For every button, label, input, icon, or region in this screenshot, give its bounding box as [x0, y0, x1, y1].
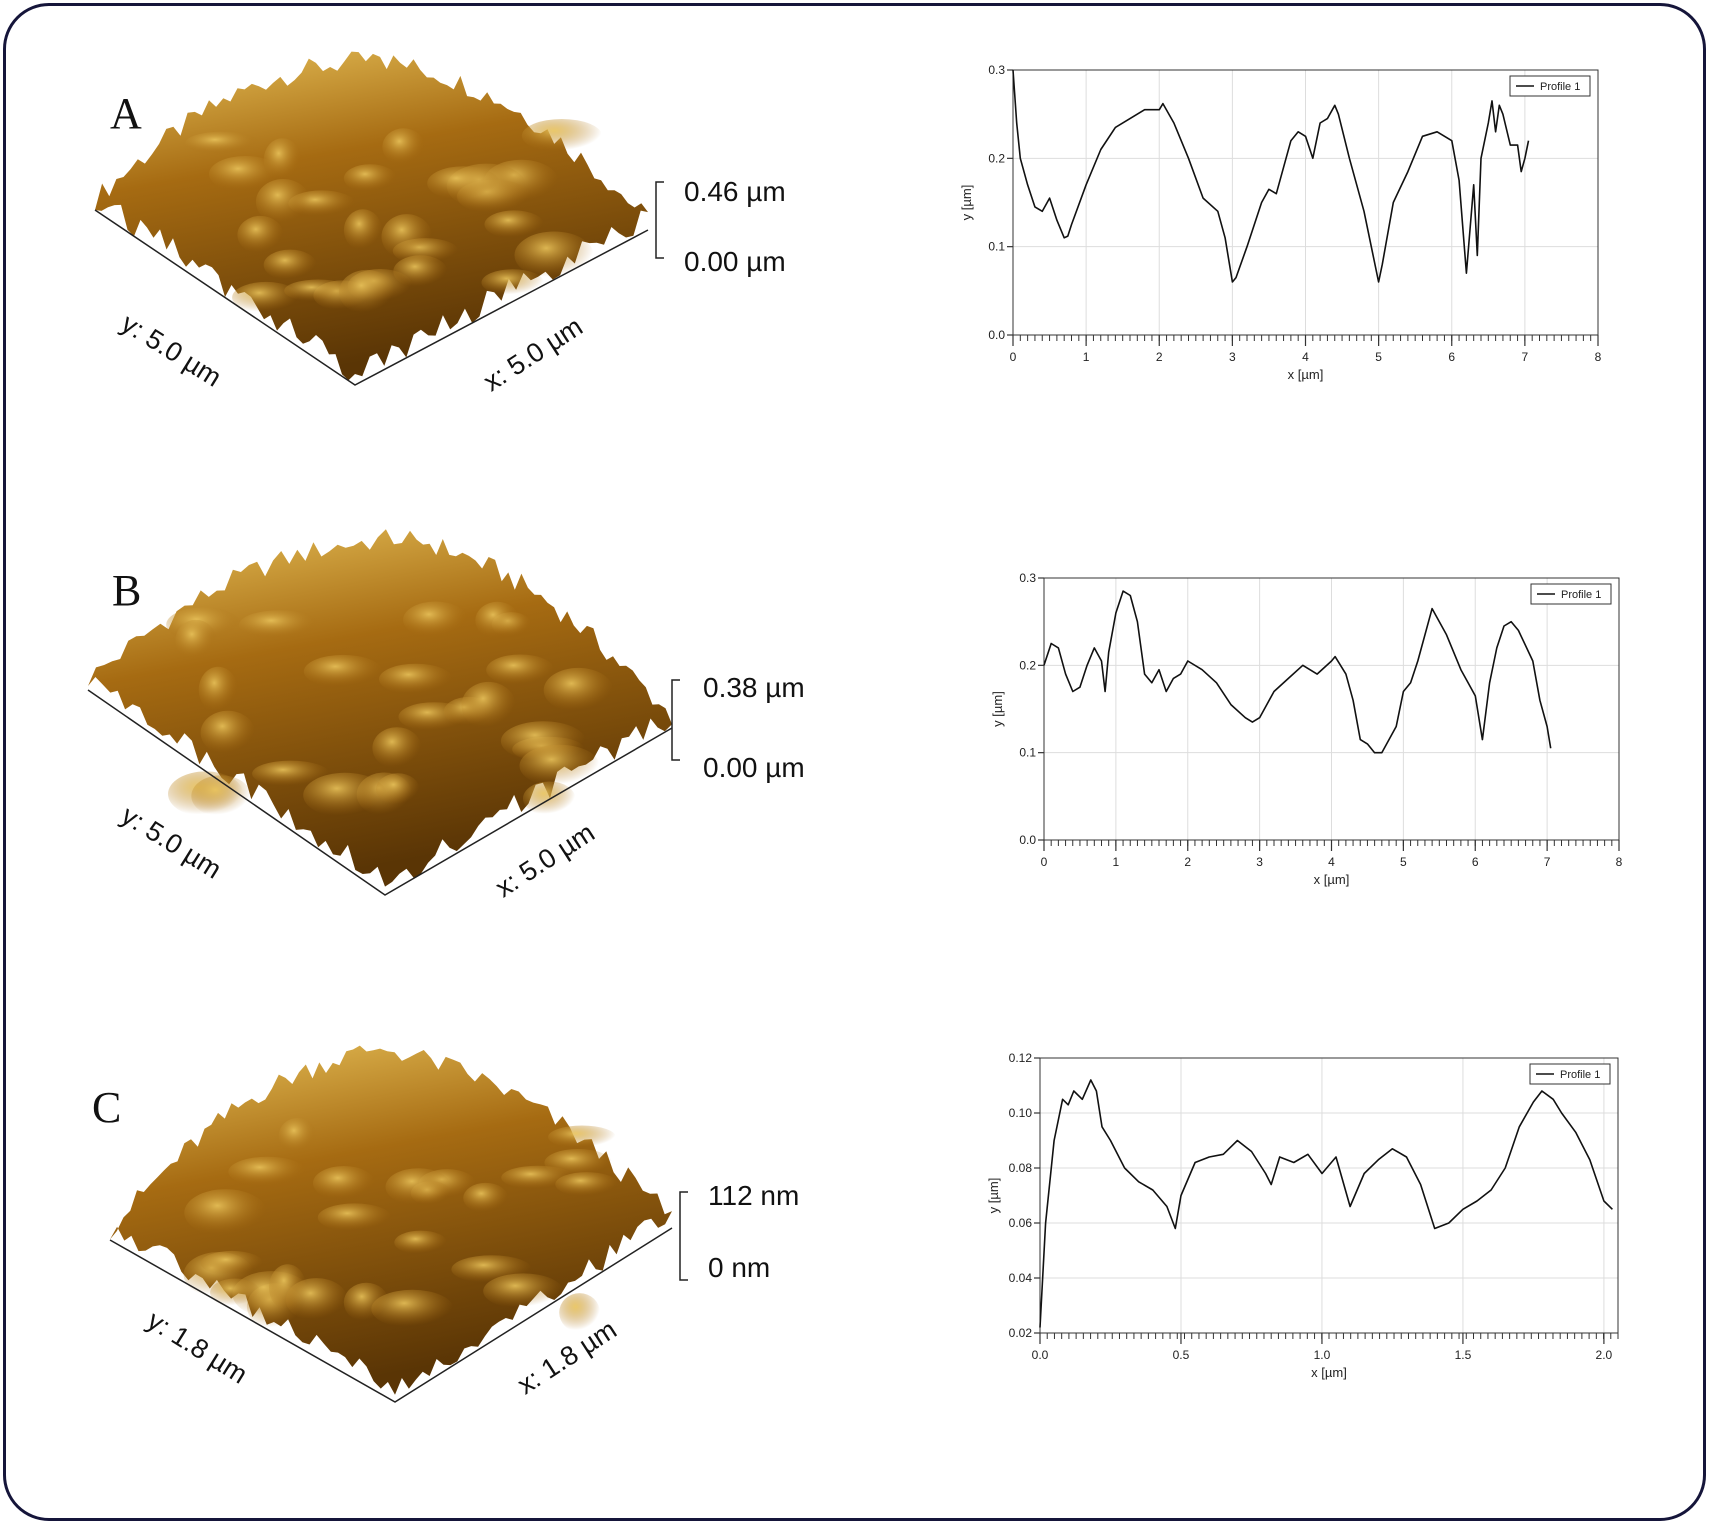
x-tick-label: 0 — [1041, 855, 1048, 869]
x-tick-label: 4 — [1328, 855, 1335, 869]
x-tick-label: 6 — [1448, 350, 1455, 364]
x-tick-label: 0 — [1010, 350, 1017, 364]
y-tick-label: 0.3 — [988, 63, 1005, 77]
y-axis-title: y [µm] — [990, 691, 1005, 727]
legend-label: Profile 1 — [1560, 1069, 1600, 1081]
x-tick-label: 7 — [1544, 855, 1551, 869]
y-tick-label: 0.1 — [1019, 746, 1036, 760]
plot-frame — [1039, 1057, 1619, 1334]
legend: Profile 1 — [1529, 1063, 1611, 1085]
legend-label: Profile 1 — [1540, 81, 1580, 93]
x-tick-label: 0.0 — [1032, 1348, 1049, 1362]
x-axis-title: x [µm] — [1311, 1365, 1347, 1380]
z-min-label: 0 nm — [708, 1252, 771, 1283]
x-tick-label: 1.5 — [1455, 1348, 1472, 1362]
profile-chart-a: 0 1 2 3 4 5 6 7 8 0.0 0.1 0.2 0.3 x [µm] y [µm] Profile… — [959, 63, 1602, 382]
y-tick-label: 0.10 — [1009, 1106, 1033, 1120]
legend: Profile 1 — [1509, 75, 1591, 97]
y-tick-label: 0.2 — [1019, 658, 1036, 672]
y-tick-label: 0.02 — [1009, 1326, 1033, 1340]
x-tick-label: 5 — [1400, 855, 1407, 869]
y-tick-label: 0.12 — [1009, 1051, 1033, 1065]
x-tick-label: 1 — [1113, 855, 1120, 869]
y-tick-label: 0.0 — [1019, 833, 1036, 847]
x-tick-label: 2 — [1184, 855, 1191, 869]
x-tick-label: 2.0 — [1596, 1348, 1613, 1362]
x-tick-label: 4 — [1302, 350, 1309, 364]
z-max-label: 112 nm — [708, 1180, 800, 1211]
profile-chart-c: 0.0 0.5 1.0 1.5 2.0 0.02 0.04 0.06 0.08 0.10 0.12 x… — [986, 1051, 1619, 1380]
profile-line — [1039, 1079, 1613, 1328]
x-tick-label: 7 — [1522, 350, 1529, 364]
z-min-label: 0.00 µm — [703, 752, 805, 783]
profile-chart-b: 0 1 2 3 4 5 6 7 8 0.0 0.1 0.2 0.3 x [µm] y [µm] Profile… — [990, 571, 1623, 887]
y-tick-label: 0.3 — [1019, 571, 1036, 585]
y-axis-title: y [µm] — [959, 185, 974, 221]
legend: Profile 1 — [1530, 583, 1612, 605]
x-tick-label: 5 — [1375, 350, 1382, 364]
y-tick-label: 0.04 — [1009, 1271, 1033, 1285]
z-min-label: 0.00 µm — [684, 246, 786, 277]
panel-letter-b: B — [112, 566, 142, 615]
x-tick-label: 6 — [1472, 855, 1479, 869]
y-tick-label: 0.0 — [988, 328, 1005, 342]
y-tick-label: 0.06 — [1009, 1216, 1033, 1230]
y-tick-label: 0.08 — [1009, 1161, 1033, 1175]
x-tick-label: 1 — [1083, 350, 1090, 364]
x-tick-label: 8 — [1595, 350, 1602, 364]
y-tick-label: 0.1 — [988, 240, 1005, 254]
profile-line — [1043, 590, 1552, 754]
panel-letter-a: A — [110, 89, 142, 138]
x-tick-label: 2 — [1156, 350, 1163, 364]
y-tick-label: 0.2 — [988, 151, 1005, 165]
panel-letter-c: C — [92, 1083, 122, 1132]
legend-label: Profile 1 — [1561, 589, 1601, 601]
x-axis-title: x [µm] — [1288, 367, 1324, 382]
x-tick-label: 0.5 — [1173, 1348, 1190, 1362]
x-tick-label: 3 — [1256, 855, 1263, 869]
profile-line — [1012, 69, 1530, 283]
x-tick-label: 1.0 — [1314, 1348, 1331, 1362]
z-max-label: 0.46 µm — [684, 176, 786, 207]
y-axis-title: y [µm] — [986, 1178, 1001, 1214]
x-axis-title: x [µm] — [1314, 872, 1350, 887]
x-tick-label: 3 — [1229, 350, 1236, 364]
z-max-label: 0.38 µm — [703, 672, 805, 703]
x-tick-label: 8 — [1616, 855, 1623, 869]
